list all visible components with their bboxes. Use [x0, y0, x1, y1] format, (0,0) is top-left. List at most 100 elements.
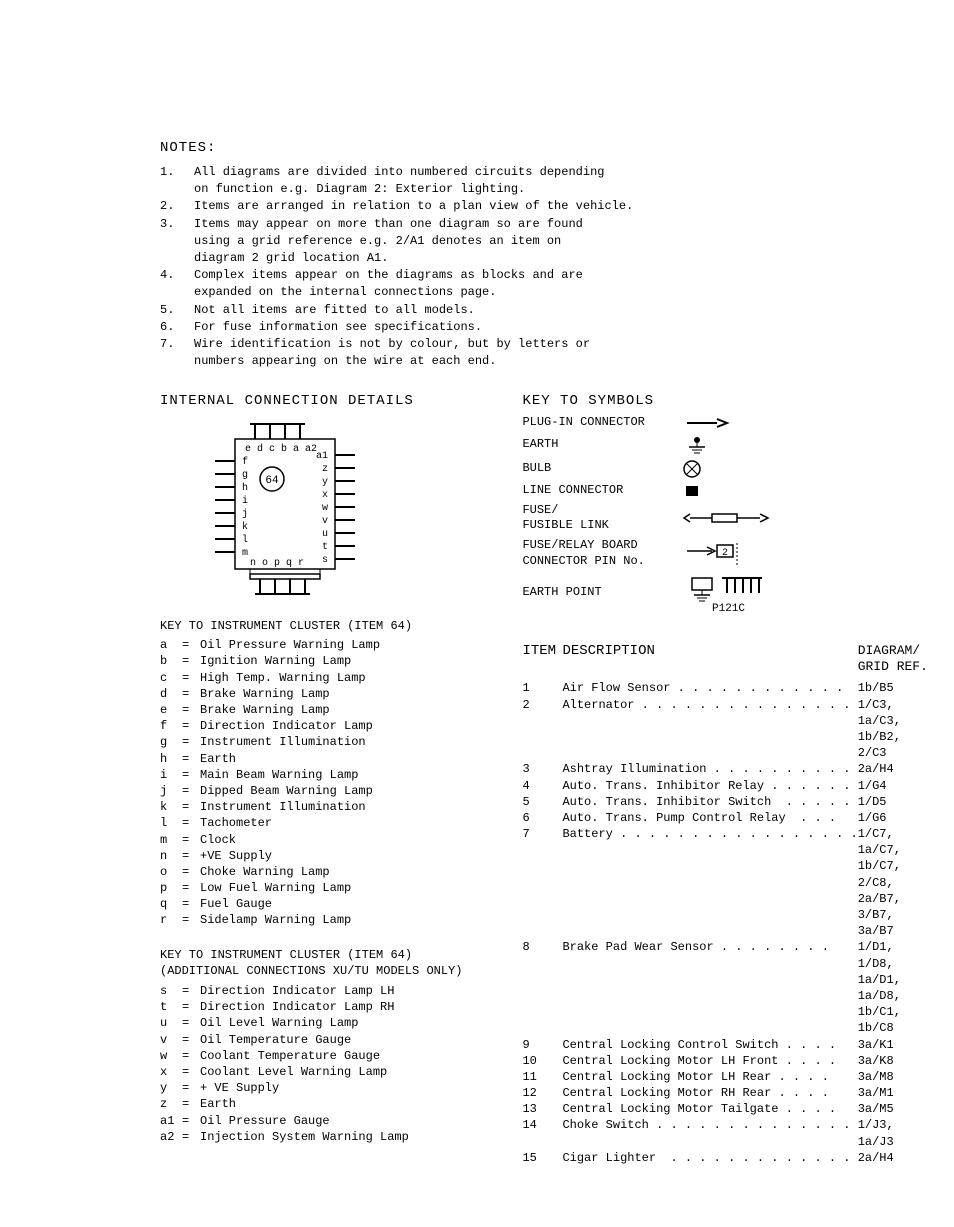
- key-row: g=Instrument Illumination: [160, 734, 462, 750]
- key-letter: e: [160, 702, 182, 718]
- note-row: expanded on the internal connections pag…: [160, 284, 874, 300]
- key-letter: a1: [160, 1113, 182, 1129]
- symbol-row: LINE CONNECTOR: [522, 483, 947, 499]
- svg-text:64: 64: [265, 475, 279, 487]
- symbols-title: KEY TO SYMBOLS: [522, 393, 947, 409]
- key-eq: =: [182, 1080, 200, 1096]
- internal-diagram: e d c b a a2 fghijklm a1zyxwvuts n o p q…: [200, 419, 462, 599]
- item-ref: 3a/M1: [858, 1085, 948, 1101]
- item-description: [562, 713, 857, 729]
- notes-list: 1.All diagrams are divided into numbered…: [160, 164, 874, 369]
- key-row: k=Instrument Illumination: [160, 799, 462, 815]
- item-ref: 1b/B2,: [858, 729, 948, 745]
- item-header-item: ITEM: [522, 643, 562, 674]
- item-description: Central Locking Motor LH Rear . . . .: [562, 1069, 857, 1085]
- key-desc: Tachometer: [200, 815, 462, 831]
- item-number: [522, 842, 562, 858]
- key-letter: o: [160, 864, 182, 880]
- item-ref: 1a/J3: [858, 1134, 948, 1150]
- item-description: [562, 1134, 857, 1150]
- note-row: 3.Items may appear on more than one diag…: [160, 216, 874, 232]
- note-text: numbers appearing on the wire at each en…: [194, 353, 874, 369]
- item-description: Central Locking Control Switch . . . .: [562, 1037, 857, 1053]
- key-desc: Oil Pressure Gauge: [200, 1113, 462, 1129]
- item-ref: 1b/C8: [858, 1020, 948, 1036]
- key-eq: =: [182, 880, 200, 896]
- item-description: Choke Switch . . . . . . . . . . . . . .: [562, 1117, 857, 1133]
- item-description: [562, 1020, 857, 1036]
- key-row: a2=Injection System Warning Lamp: [160, 1129, 462, 1145]
- key-eq: =: [182, 832, 200, 848]
- item-row: 10Central Locking Motor LH Front . . . .…: [522, 1053, 947, 1069]
- item-row: 14Choke Switch . . . . . . . . . . . . .…: [522, 1117, 947, 1133]
- item-number: [522, 713, 562, 729]
- item-ref: 2/C8,: [858, 875, 948, 891]
- key-eq: =: [182, 912, 200, 928]
- item-description: [562, 729, 857, 745]
- svg-text:P121C: P121C: [712, 603, 745, 613]
- note-text: on function e.g. Diagram 2: Exterior lig…: [194, 181, 874, 197]
- item-row: 3Ashtray Illumination . . . . . . . . . …: [522, 761, 947, 777]
- key-desc: + VE Supply: [200, 1080, 462, 1096]
- item-ref: 1/D5: [858, 794, 948, 810]
- item-description: Battery . . . . . . . . . . . . . . . . …: [562, 826, 857, 842]
- symbol-label: EARTH: [522, 437, 682, 453]
- item-ref: 3a/K8: [858, 1053, 948, 1069]
- item-number: 11: [522, 1069, 562, 1085]
- svg-text:z: z: [322, 464, 328, 475]
- item-ref: 1/J3,: [858, 1117, 948, 1133]
- item-number: 7: [522, 826, 562, 842]
- item-description: Central Locking Motor Tailgate . . . .: [562, 1101, 857, 1117]
- key-letter: t: [160, 999, 182, 1015]
- svg-text:v: v: [322, 516, 328, 527]
- item-ref: 3a/K1: [858, 1037, 948, 1053]
- key-letter: m: [160, 832, 182, 848]
- key-eq: =: [182, 1129, 200, 1145]
- symbol-glyph: 2: [682, 541, 762, 567]
- item-number: 2: [522, 697, 562, 713]
- item-number: 9: [522, 1037, 562, 1053]
- key-letter: b: [160, 653, 182, 669]
- item-number: 10: [522, 1053, 562, 1069]
- item-description: Brake Pad Wear Sensor . . . . . . . .: [562, 939, 857, 955]
- symbol-glyph: [682, 483, 762, 499]
- key-desc: Direction Indicator Lamp: [200, 718, 462, 734]
- key-row: v=Oil Temperature Gauge: [160, 1032, 462, 1048]
- item-description: Auto. Trans. Pump Control Relay . . .: [562, 810, 857, 826]
- symbol-label: EARTH POINT: [522, 585, 682, 601]
- item-description: Ashtray Illumination . . . . . . . . . .: [562, 761, 857, 777]
- key-row: j=Dipped Beam Warning Lamp: [160, 783, 462, 799]
- key-letter: v: [160, 1032, 182, 1048]
- cluster-title: KEY TO INSTRUMENT CLUSTER (ITEM 64): [160, 619, 462, 633]
- item-row: 1a/D1,: [522, 972, 947, 988]
- item-row: 3a/B7: [522, 923, 947, 939]
- item-description: [562, 745, 857, 761]
- item-ref: 1a/D1,: [858, 972, 948, 988]
- symbol-label: FUSE/ FUSIBLE LINK: [522, 503, 682, 534]
- key-letter: s: [160, 983, 182, 999]
- key-letter: r: [160, 912, 182, 928]
- item-row: 5Auto. Trans. Inhibitor Switch . . . . .…: [522, 794, 947, 810]
- key-row: c=High Temp. Warning Lamp: [160, 670, 462, 686]
- item-row: 2/C3: [522, 745, 947, 761]
- item-row: 12Central Locking Motor RH Rear . . . .3…: [522, 1085, 947, 1101]
- symbol-glyph: [682, 416, 762, 430]
- key-desc: Ignition Warning Lamp: [200, 653, 462, 669]
- key-row: o=Choke Warning Lamp: [160, 864, 462, 880]
- note-text: Items are arranged in relation to a plan…: [194, 198, 874, 214]
- key-row: u=Oil Level Warning Lamp: [160, 1015, 462, 1031]
- item-row: 3/B7,: [522, 907, 947, 923]
- svg-text:m: m: [242, 548, 248, 559]
- note-number: 1.: [160, 164, 194, 180]
- key-row: a=Oil Pressure Warning Lamp: [160, 637, 462, 653]
- item-number: [522, 745, 562, 761]
- svg-text:w: w: [322, 503, 328, 514]
- key-row: r=Sidelamp Warning Lamp: [160, 912, 462, 928]
- item-row: 1a/D8,: [522, 988, 947, 1004]
- key-row: x=Coolant Level Warning Lamp: [160, 1064, 462, 1080]
- note-text: Not all items are fitted to all models.: [194, 302, 874, 318]
- item-row: 8Brake Pad Wear Sensor . . . . . . . .1/…: [522, 939, 947, 955]
- key-eq: =: [182, 1015, 200, 1031]
- note-row: 6.For fuse information see specification…: [160, 319, 874, 335]
- note-number: 4.: [160, 267, 194, 283]
